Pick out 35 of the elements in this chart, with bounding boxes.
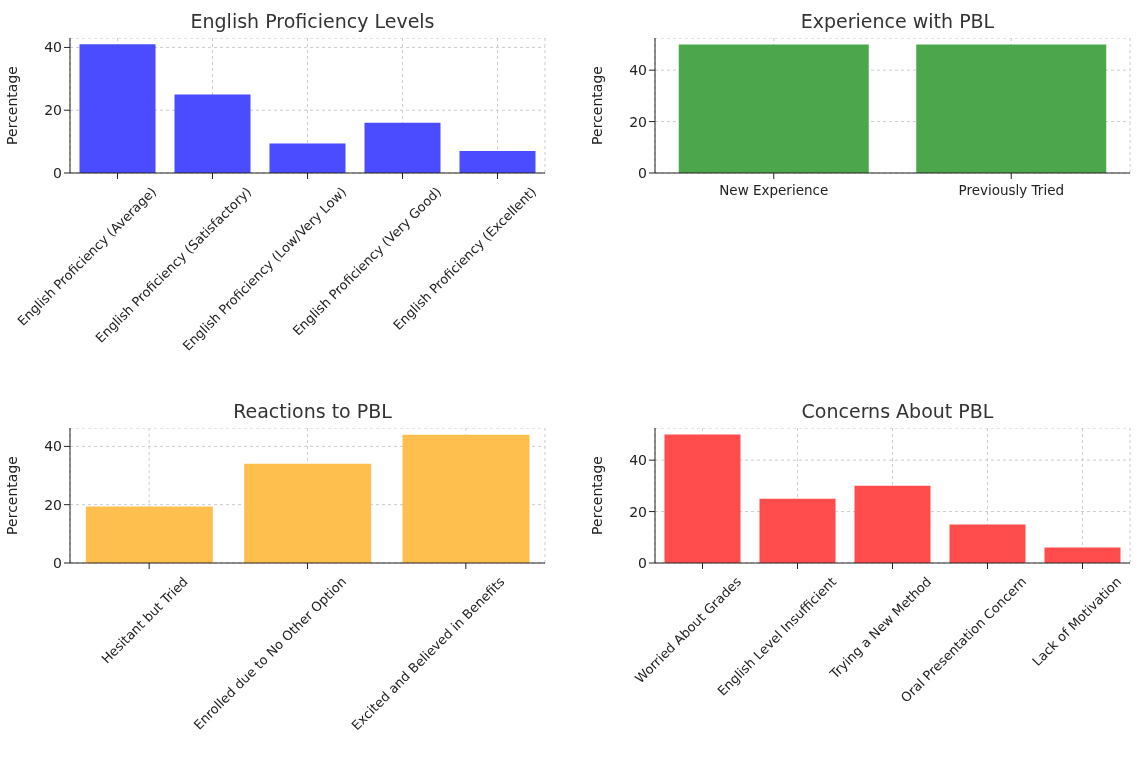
y-tick-label: 20	[44, 102, 62, 119]
bar	[79, 44, 156, 173]
bar	[459, 151, 536, 173]
y-tick-label: 40	[629, 62, 647, 79]
chart-title: Concerns About PBL	[800, 399, 995, 424]
bar	[402, 434, 530, 563]
y-axis-title: Percentage	[3, 66, 20, 145]
bar	[174, 94, 251, 173]
y-axis-title: Percentage	[588, 456, 605, 535]
x-tick-label: New Experience	[719, 182, 829, 198]
bar	[244, 463, 372, 563]
y-axis-title: Percentage	[3, 456, 20, 535]
bar	[664, 434, 741, 563]
bar	[759, 498, 836, 563]
bar	[1044, 547, 1121, 563]
bar	[85, 506, 213, 563]
y-axis-title: Percentage	[588, 66, 605, 145]
y-tick-label: 40	[629, 452, 647, 469]
y-tick-label: 40	[44, 438, 62, 455]
bar	[949, 524, 1026, 563]
bar	[854, 485, 931, 563]
chart-title: Reactions to PBL	[232, 399, 393, 424]
chart-title: Experience with PBL	[799, 9, 996, 34]
y-tick-label: 20	[44, 496, 62, 513]
y-tick-label: 0	[53, 164, 62, 181]
y-tick-label: 0	[53, 554, 62, 571]
chart-title: English Proficiency Levels	[189, 9, 436, 34]
y-tick-label: 0	[638, 164, 647, 181]
bar	[269, 143, 346, 173]
y-tick-label: 40	[44, 39, 62, 56]
y-tick-label: 20	[629, 113, 647, 130]
bar	[364, 122, 441, 173]
y-tick-label: 0	[638, 554, 647, 571]
x-tick-label: Previously Tried	[958, 182, 1065, 198]
y-tick-label: 20	[629, 503, 647, 520]
